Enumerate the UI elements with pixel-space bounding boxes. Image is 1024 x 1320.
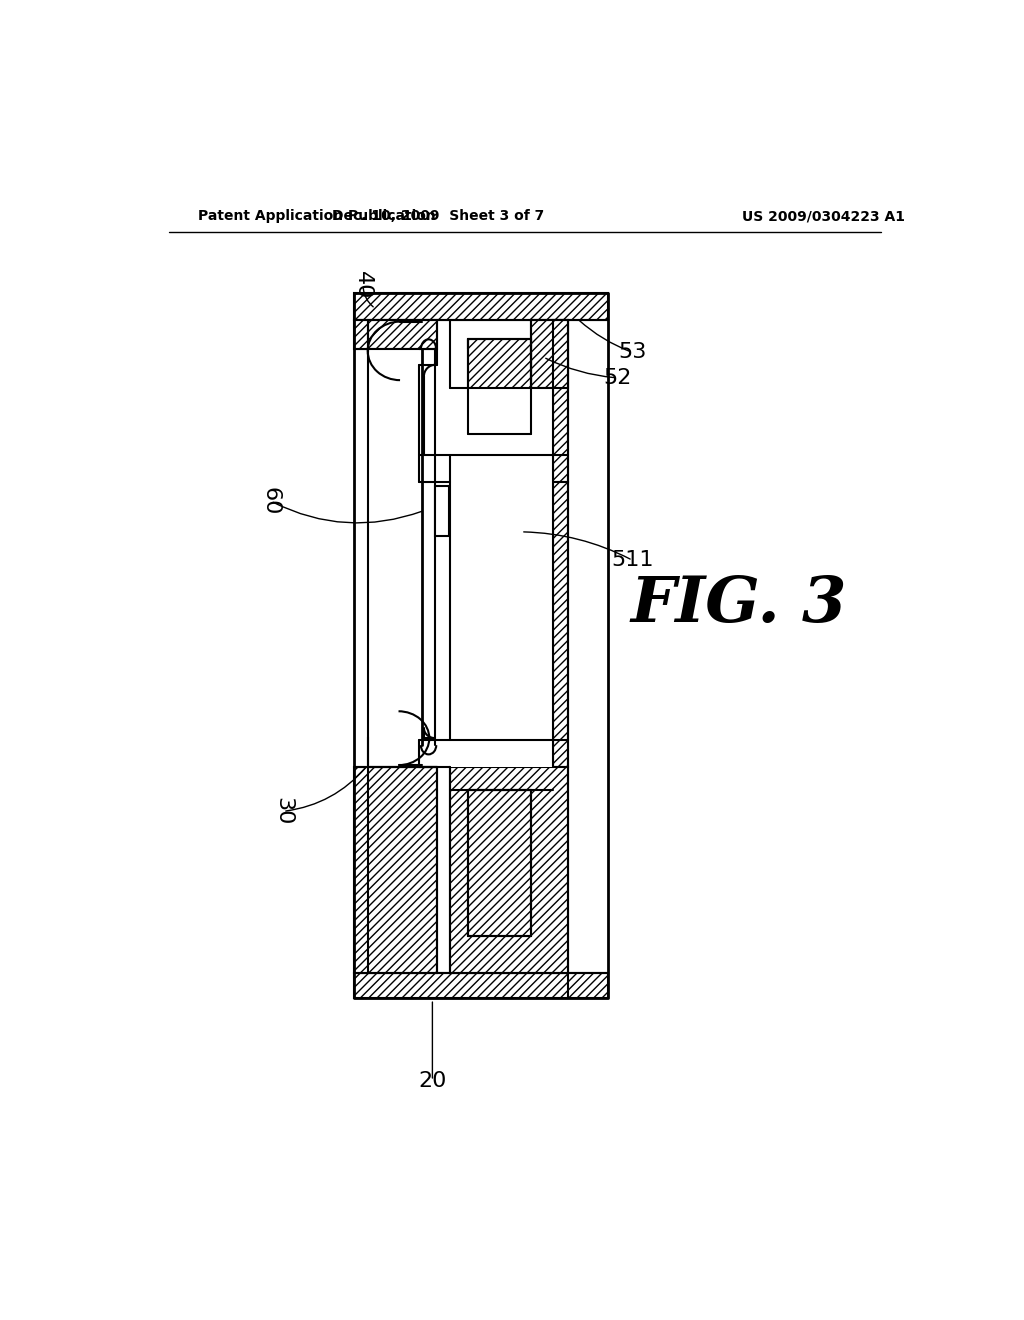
- Bar: [451, 388, 553, 482]
- Bar: [468, 339, 531, 434]
- Bar: [354, 321, 437, 350]
- Bar: [354, 973, 608, 998]
- Bar: [435, 486, 449, 536]
- Text: Patent Application Publication: Patent Application Publication: [198, 209, 435, 223]
- Text: 511: 511: [611, 550, 654, 570]
- Bar: [568, 321, 608, 998]
- Bar: [451, 482, 553, 767]
- Text: US 2009/0304223 A1: US 2009/0304223 A1: [742, 209, 905, 223]
- Bar: [553, 321, 568, 482]
- Bar: [531, 388, 553, 455]
- Text: 40: 40: [353, 272, 373, 300]
- Bar: [368, 350, 419, 739]
- Text: 52: 52: [603, 368, 632, 388]
- Bar: [553, 482, 568, 767]
- Bar: [354, 293, 608, 321]
- Text: 20: 20: [418, 1071, 446, 1090]
- Text: FIG. 3: FIG. 3: [631, 574, 847, 636]
- Bar: [468, 789, 531, 936]
- Bar: [354, 767, 437, 973]
- Text: 53: 53: [618, 342, 647, 363]
- Text: 30: 30: [273, 797, 293, 825]
- Bar: [354, 293, 608, 998]
- Text: 60: 60: [261, 487, 281, 515]
- Text: Dec. 10, 2009  Sheet 3 of 7: Dec. 10, 2009 Sheet 3 of 7: [333, 209, 545, 223]
- Bar: [451, 767, 568, 973]
- Bar: [531, 321, 568, 388]
